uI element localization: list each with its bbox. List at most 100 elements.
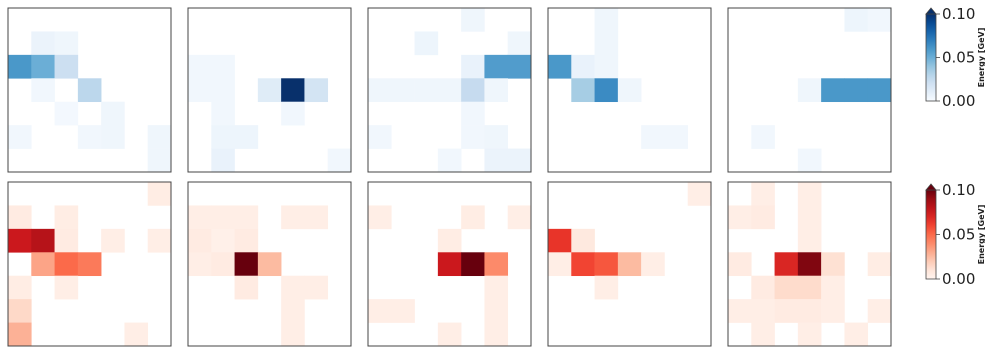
heatmap-cell bbox=[484, 54, 509, 79]
heatmap-cell bbox=[31, 228, 55, 253]
panel-frame bbox=[547, 181, 712, 347]
heatmap-cell bbox=[437, 322, 462, 347]
heatmap-cell bbox=[414, 31, 439, 56]
heatmap-cell bbox=[211, 148, 235, 173]
heatmap-cell bbox=[594, 252, 619, 277]
heatmap-cell bbox=[281, 205, 305, 230]
heatmap-cell bbox=[437, 78, 462, 103]
colorbar-tick-label: 0.00 bbox=[942, 92, 975, 110]
colorbar-tick-label: 0.10 bbox=[942, 181, 975, 199]
heatmap-cell bbox=[281, 299, 305, 323]
heatmap-cell bbox=[368, 125, 392, 149]
heatmap-panel-blues-2 bbox=[187, 7, 352, 173]
heatmap-cell bbox=[8, 125, 32, 149]
heatmap-cell bbox=[548, 252, 572, 277]
heatmap-cell bbox=[751, 299, 775, 323]
heatmap-cell bbox=[571, 252, 595, 277]
heatmap-cell bbox=[797, 228, 822, 253]
panel-frame bbox=[547, 7, 712, 173]
heatmap-cell bbox=[844, 8, 869, 32]
heatmap-cell bbox=[507, 54, 532, 79]
heatmap-cell bbox=[188, 228, 212, 253]
panel-frame bbox=[367, 181, 532, 347]
heatmap-cell bbox=[484, 148, 509, 173]
heatmap-cell bbox=[234, 275, 259, 300]
colorbar-tick-label: 0.05 bbox=[942, 226, 975, 244]
heatmap-cell bbox=[687, 182, 712, 206]
heatmap-cell bbox=[8, 228, 32, 253]
heatmap-cell bbox=[257, 252, 282, 277]
heatmap-cell bbox=[54, 54, 79, 79]
heatmap-cell bbox=[101, 101, 125, 126]
heatmap-cell bbox=[774, 252, 799, 277]
heatmap-cell bbox=[844, 78, 869, 103]
heatmap-cell bbox=[797, 78, 822, 103]
heatmap-cell bbox=[234, 125, 259, 149]
heatmap-cell bbox=[281, 275, 305, 300]
heatmap-cell bbox=[147, 125, 172, 149]
heatmap-cell bbox=[484, 252, 509, 277]
heatmap-cell bbox=[821, 299, 845, 323]
heatmap-cell bbox=[571, 78, 595, 103]
heatmap-cell bbox=[211, 125, 235, 149]
heatmap-cell bbox=[234, 205, 259, 230]
heatmap-cell bbox=[54, 101, 79, 126]
heatmap-cell bbox=[461, 125, 485, 149]
heatmap-cell bbox=[867, 8, 892, 32]
heatmap-cell bbox=[484, 299, 509, 323]
heatmap-cell bbox=[797, 148, 822, 173]
heatmap-cell bbox=[594, 54, 619, 79]
heatmap-cell bbox=[461, 78, 485, 103]
heatmap-cell bbox=[507, 31, 532, 56]
heatmap-panel-blues-5 bbox=[727, 7, 892, 173]
heatmap-cell bbox=[211, 228, 235, 253]
heatmap-cell bbox=[751, 182, 775, 206]
heatmap-cell bbox=[867, 299, 892, 323]
heatmap-cell bbox=[327, 148, 352, 173]
heatmap-cell bbox=[437, 148, 462, 173]
heatmap-cell bbox=[54, 31, 79, 56]
heatmap-cell bbox=[664, 125, 689, 149]
heatmap-cell bbox=[461, 252, 485, 277]
heatmap-cell bbox=[147, 182, 172, 206]
heatmap-cell bbox=[728, 252, 752, 277]
heatmap-cell bbox=[257, 78, 282, 103]
colorbar-extend-arrow bbox=[925, 183, 937, 191]
heatmap-cell bbox=[751, 125, 775, 149]
heatmap-cell bbox=[594, 31, 619, 56]
heatmap-cell bbox=[751, 275, 775, 300]
heatmap-cell bbox=[54, 252, 79, 277]
heatmap-cell bbox=[234, 228, 259, 253]
heatmap-cell bbox=[821, 252, 845, 277]
heatmap-cell bbox=[728, 299, 752, 323]
colorbar-gradient bbox=[925, 13, 937, 102]
heatmap-cell bbox=[617, 78, 642, 103]
heatmap-cell bbox=[54, 228, 79, 253]
heatmap-cell bbox=[31, 54, 55, 79]
heatmap-cell bbox=[234, 252, 259, 277]
heatmap-cell bbox=[867, 78, 892, 103]
panel-frame bbox=[727, 7, 892, 173]
heatmap-cell bbox=[507, 148, 532, 173]
heatmap-cell bbox=[461, 205, 485, 230]
heatmap-cell bbox=[8, 54, 32, 79]
heatmap-cell bbox=[594, 8, 619, 32]
heatmap-cell bbox=[641, 252, 665, 277]
heatmap-cell bbox=[484, 125, 509, 149]
heatmap-cell bbox=[461, 54, 485, 79]
heatmap-cell bbox=[797, 205, 822, 230]
heatmap-cell bbox=[391, 299, 415, 323]
heatmap-cell bbox=[617, 252, 642, 277]
colorbar-tick-label: 0.10 bbox=[942, 5, 975, 23]
heatmap-cell bbox=[54, 275, 79, 300]
heatmap-cell bbox=[728, 205, 752, 230]
heatmap-cell bbox=[281, 322, 305, 347]
heatmap-cell bbox=[8, 275, 32, 300]
colorbar-label: Energy [GeV] bbox=[977, 205, 985, 265]
panel-frame bbox=[187, 7, 352, 173]
heatmap-cell bbox=[211, 78, 235, 103]
heatmap-cell bbox=[867, 252, 892, 277]
heatmap-cell bbox=[594, 78, 619, 103]
